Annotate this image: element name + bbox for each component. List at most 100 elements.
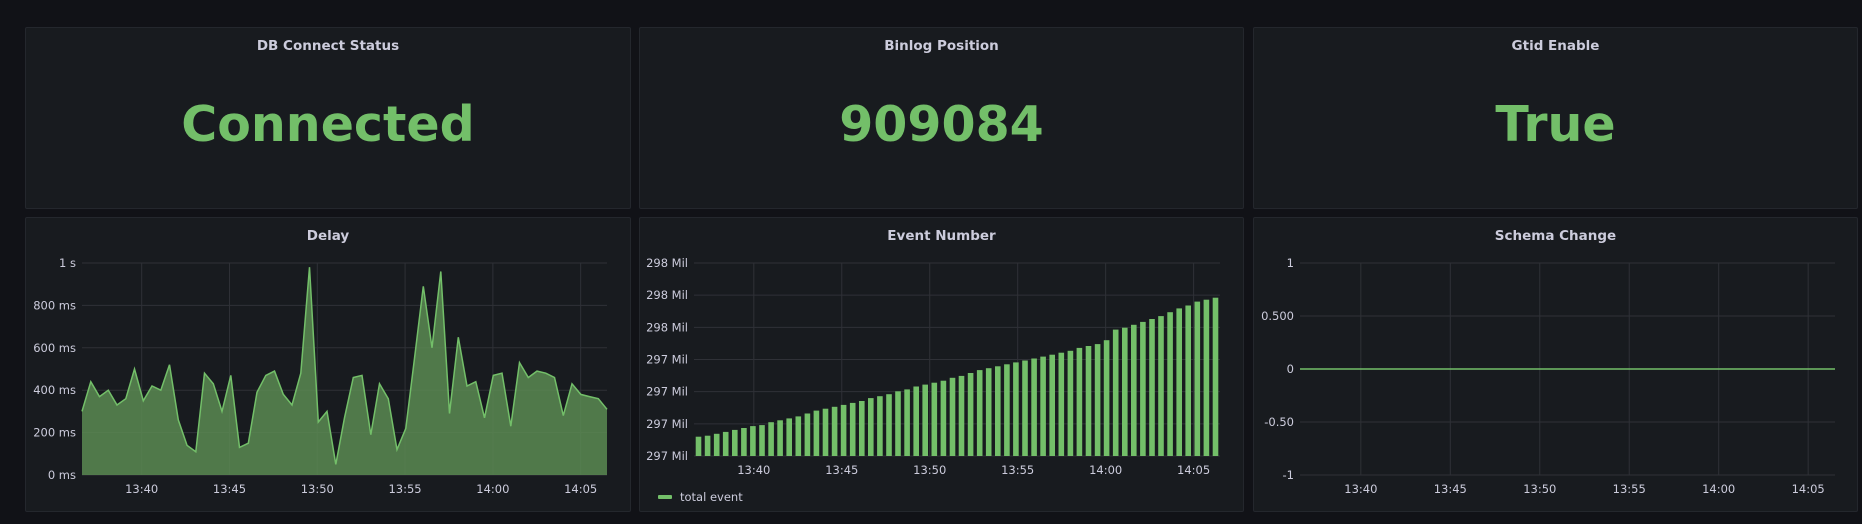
x-tick-label: 14:00 (1702, 482, 1735, 496)
y-tick-label: 0 (1287, 362, 1294, 376)
event-bar (931, 382, 938, 456)
y-tick-label: 1 (1287, 256, 1294, 270)
panel-title[interactable]: Schema Change (1494, 228, 1617, 244)
y-tick-label: 297 Mil (646, 353, 688, 367)
event-bar (849, 402, 856, 456)
y-tick-label: -0.50 (1264, 415, 1294, 429)
panel-db-connect-status[interactable]: DB Connect Status Connected (25, 27, 631, 209)
event-bar (822, 408, 829, 456)
y-tick-label: 800 ms (33, 298, 76, 312)
event-bar (759, 425, 765, 456)
panel-title[interactable]: Binlog Position (884, 38, 999, 54)
x-tick-label: 14:05 (564, 482, 597, 496)
y-tick-label: 298 Mil (646, 320, 688, 334)
event-bar (1149, 319, 1155, 456)
y-tick-label: 297 Mil (646, 449, 688, 463)
event-bar (813, 410, 820, 456)
event-bar (831, 406, 838, 456)
event-bar (722, 431, 729, 456)
event-bar (750, 426, 756, 456)
event-bar (1203, 299, 1210, 456)
event-number-chart[interactable]: 297 Mil 297 Mil 297 Mil 297 Mil 298 Mil 298 M… (640, 218, 1243, 511)
event-bar (995, 366, 1001, 456)
stat-value: True (1495, 96, 1616, 153)
panel-title[interactable]: Event Number (887, 228, 996, 244)
event-bar (922, 384, 928, 456)
event-bar (1167, 312, 1173, 456)
schema-change-chart[interactable]: -1 -0.50 0 0.500 1 13:40 13:45 13:50 13:55 14:00 1… (1254, 218, 1857, 511)
y-tick-label: 298 Mil (646, 256, 688, 270)
event-bar (1176, 308, 1182, 456)
event-bar (1131, 324, 1137, 456)
panel-title[interactable]: DB Connect Status (256, 38, 400, 54)
x-tick-label: 13:55 (1001, 463, 1034, 477)
y-tick-label: 1 s (59, 256, 76, 270)
y-tick-label: 600 ms (33, 341, 76, 355)
y-tick-label: 297 Mil (646, 417, 688, 431)
x-tick-label: 14:00 (476, 482, 509, 496)
series-area (82, 267, 607, 475)
y-tick-label: 200 ms (33, 426, 76, 440)
x-tick-label: 13:50 (1523, 482, 1556, 496)
x-tick-label: 13:40 (737, 463, 770, 477)
y-tick-label: 298 Mil (646, 288, 688, 302)
event-bar (859, 401, 865, 456)
x-tick-label: 13:45 (825, 463, 858, 477)
x-tick-label: 13:55 (1613, 482, 1646, 496)
event-bar (1040, 356, 1046, 456)
x-tick-label: 13:40 (1344, 482, 1377, 496)
event-bar (967, 373, 974, 456)
x-tick-label: 13:45 (213, 482, 246, 496)
event-bar (1122, 327, 1128, 456)
event-bar (958, 375, 965, 456)
y-tick-label: 0.500 (1261, 309, 1294, 323)
event-bar (713, 433, 720, 456)
event-bar (1158, 316, 1164, 456)
event-bar (704, 435, 711, 456)
event-bar (976, 370, 983, 456)
panel-title[interactable]: Delay (306, 228, 350, 244)
x-tick-label: 13:50 (301, 482, 334, 496)
event-bar (985, 368, 992, 456)
y-tick-label: -1 (1283, 468, 1294, 482)
event-bar (895, 391, 901, 456)
event-bar (732, 429, 738, 456)
event-bar (1076, 347, 1083, 456)
y-tick-label: 0 ms (48, 468, 76, 482)
x-tick-label: 13:45 (1434, 482, 1467, 496)
panel-schema-change[interactable]: Schema Change -1 -0.50 0 0.500 1 13:40 13:45 13… (1253, 217, 1858, 512)
stat-value: 909084 (839, 96, 1044, 153)
stat-value: Connected (181, 96, 475, 153)
event-bar (886, 394, 892, 456)
event-bar (1022, 360, 1028, 456)
event-bar (1194, 301, 1201, 456)
x-tick-label: 14:00 (1089, 463, 1122, 477)
panel-event-number[interactable]: Event Number 297 Mil 297 Mil 297 Mil 297 Mi… (639, 217, 1244, 512)
event-bar (1103, 340, 1110, 456)
legend-label: total event (680, 490, 743, 504)
event-bar (768, 422, 774, 456)
event-bar (1094, 344, 1101, 456)
event-bar (804, 413, 811, 456)
panel-gtid-enable[interactable]: Gtid Enable True (1253, 27, 1858, 209)
event-bar (1067, 350, 1074, 456)
panel-title[interactable]: Gtid Enable (1511, 38, 1600, 54)
event-bar (1112, 329, 1119, 456)
series-line (81, 267, 608, 465)
event-bar (1058, 352, 1065, 456)
x-tick-label: 14:05 (1177, 463, 1210, 477)
y-tick-label: 400 ms (33, 383, 76, 397)
x-tick-label: 13:55 (388, 482, 421, 496)
event-bar (913, 386, 919, 456)
event-bar (786, 418, 792, 456)
delay-chart[interactable]: 0 ms 200 ms 400 ms 600 ms 800 ms 1 s 13:40 13:4… (26, 218, 630, 511)
event-bar (1085, 346, 1092, 456)
panel-binlog-position[interactable]: Binlog Position 909084 (639, 27, 1244, 209)
event-bar (1013, 362, 1019, 456)
event-bar (1049, 354, 1055, 456)
event-bar (1140, 321, 1146, 456)
x-tick-label: 14:05 (1792, 482, 1825, 496)
event-bar (1004, 364, 1010, 456)
panel-delay[interactable]: Delay 0 ms 200 ms 400 ms 600 ms 800 ms 1 s 13:… (25, 217, 631, 512)
x-tick-label: 13:40 (125, 482, 158, 496)
